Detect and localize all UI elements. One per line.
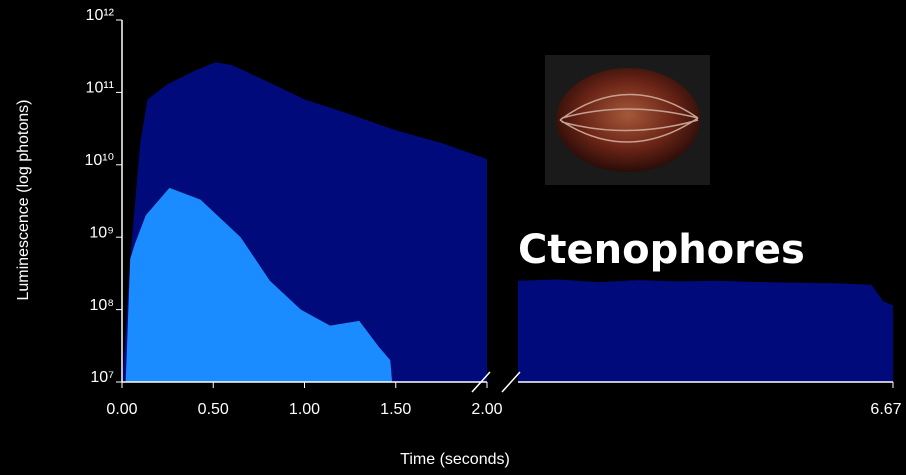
page: {"chart_data": {"type": "area", "annotat…: [0, 0, 906, 475]
chart: Ctenophores Time (seconds) Luminescence …: [0, 0, 906, 475]
x-tick-label: 2.00: [471, 401, 502, 418]
axis-break: [502, 372, 520, 392]
annotation: Ctenophores: [518, 227, 805, 273]
y-tick-label: 10⁸: [89, 297, 114, 314]
x-tick-label: 1.00: [289, 401, 320, 418]
y-tick-label: 10⁹: [89, 224, 114, 241]
y-tick-label: 10¹⁰: [84, 152, 114, 169]
x-tick-label: 0.00: [106, 401, 137, 418]
y-tick-label: 10⁷: [90, 369, 114, 386]
x2-tick-label: 6.67: [870, 401, 901, 418]
x-tick-label: 0.50: [198, 401, 229, 418]
area: [518, 280, 893, 382]
ctenophore: [556, 68, 700, 172]
y-tick-label: 10¹¹: [86, 80, 114, 97]
y-tick-label: 10¹²: [86, 7, 115, 24]
y-axis-label: Luminescence (log photons): [15, 99, 32, 300]
x-tick-label: 1.50: [380, 401, 411, 418]
x-axis-label: Time (seconds): [400, 451, 510, 468]
